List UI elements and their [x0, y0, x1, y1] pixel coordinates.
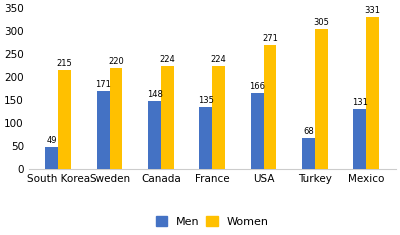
- Bar: [302, 138, 315, 169]
- Bar: [161, 66, 174, 169]
- Text: 171: 171: [95, 80, 111, 89]
- Bar: [58, 70, 71, 169]
- Bar: [148, 101, 161, 169]
- Text: 224: 224: [211, 55, 226, 64]
- Bar: [200, 107, 212, 169]
- Text: 271: 271: [262, 34, 278, 43]
- Text: 131: 131: [352, 98, 368, 107]
- Bar: [315, 29, 328, 169]
- Bar: [110, 68, 122, 169]
- Bar: [97, 90, 110, 169]
- Bar: [46, 147, 58, 169]
- Bar: [212, 66, 225, 169]
- Bar: [251, 93, 264, 169]
- Text: 215: 215: [57, 59, 72, 68]
- Text: 68: 68: [303, 127, 314, 136]
- Legend: Men, Women: Men, Women: [152, 212, 273, 231]
- Text: 148: 148: [147, 90, 162, 99]
- Bar: [366, 17, 379, 169]
- Text: 166: 166: [249, 82, 265, 91]
- Text: 224: 224: [160, 55, 175, 64]
- Text: 305: 305: [314, 18, 329, 27]
- Text: 220: 220: [108, 57, 124, 66]
- Text: 49: 49: [47, 136, 57, 145]
- Text: 331: 331: [365, 6, 381, 15]
- Bar: [264, 44, 276, 169]
- Text: 135: 135: [198, 96, 214, 105]
- Bar: [354, 109, 366, 169]
